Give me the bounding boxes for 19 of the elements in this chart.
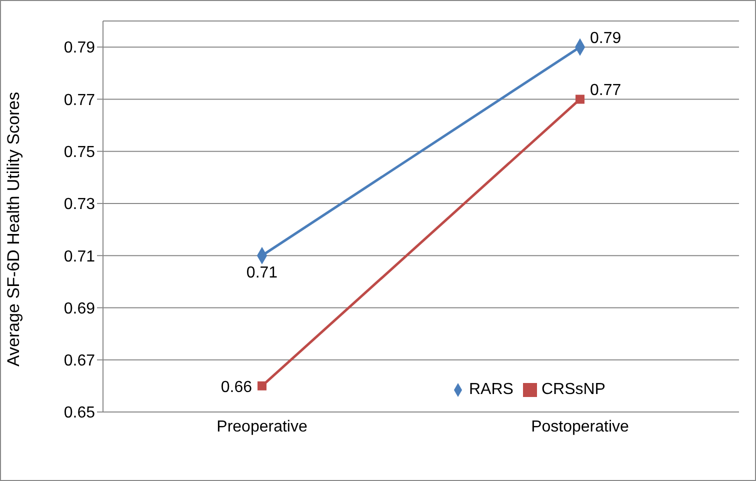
x-tick-label: Postoperative: [531, 418, 630, 436]
point: [576, 94, 584, 104]
data-label: 0.66: [220, 378, 252, 396]
y-tick-label: 0.77: [64, 92, 96, 109]
legend-label: CRSsNP: [541, 381, 606, 398]
data-label: 0.79: [590, 30, 622, 48]
y-tick-label: 0.71: [64, 248, 96, 266]
data-label: 0.71: [246, 264, 278, 282]
y-tick-label: 0.73: [64, 196, 96, 214]
y-tick-label: 0.67: [64, 352, 96, 370]
x-tick-label: Preoperative: [216, 418, 308, 436]
y-tick-label: 0.69: [64, 300, 96, 318]
data-label: 0.77: [590, 82, 622, 100]
y-axis-title: Average SF-6D Health Utility Scores: [4, 92, 24, 366]
y-tick-label: 0.75: [64, 144, 96, 162]
legend-label: RARS: [469, 381, 514, 398]
y-tick-label: 0.79: [64, 40, 96, 57]
point: [258, 381, 266, 390]
y-tick-label: 0.65: [64, 404, 96, 422]
